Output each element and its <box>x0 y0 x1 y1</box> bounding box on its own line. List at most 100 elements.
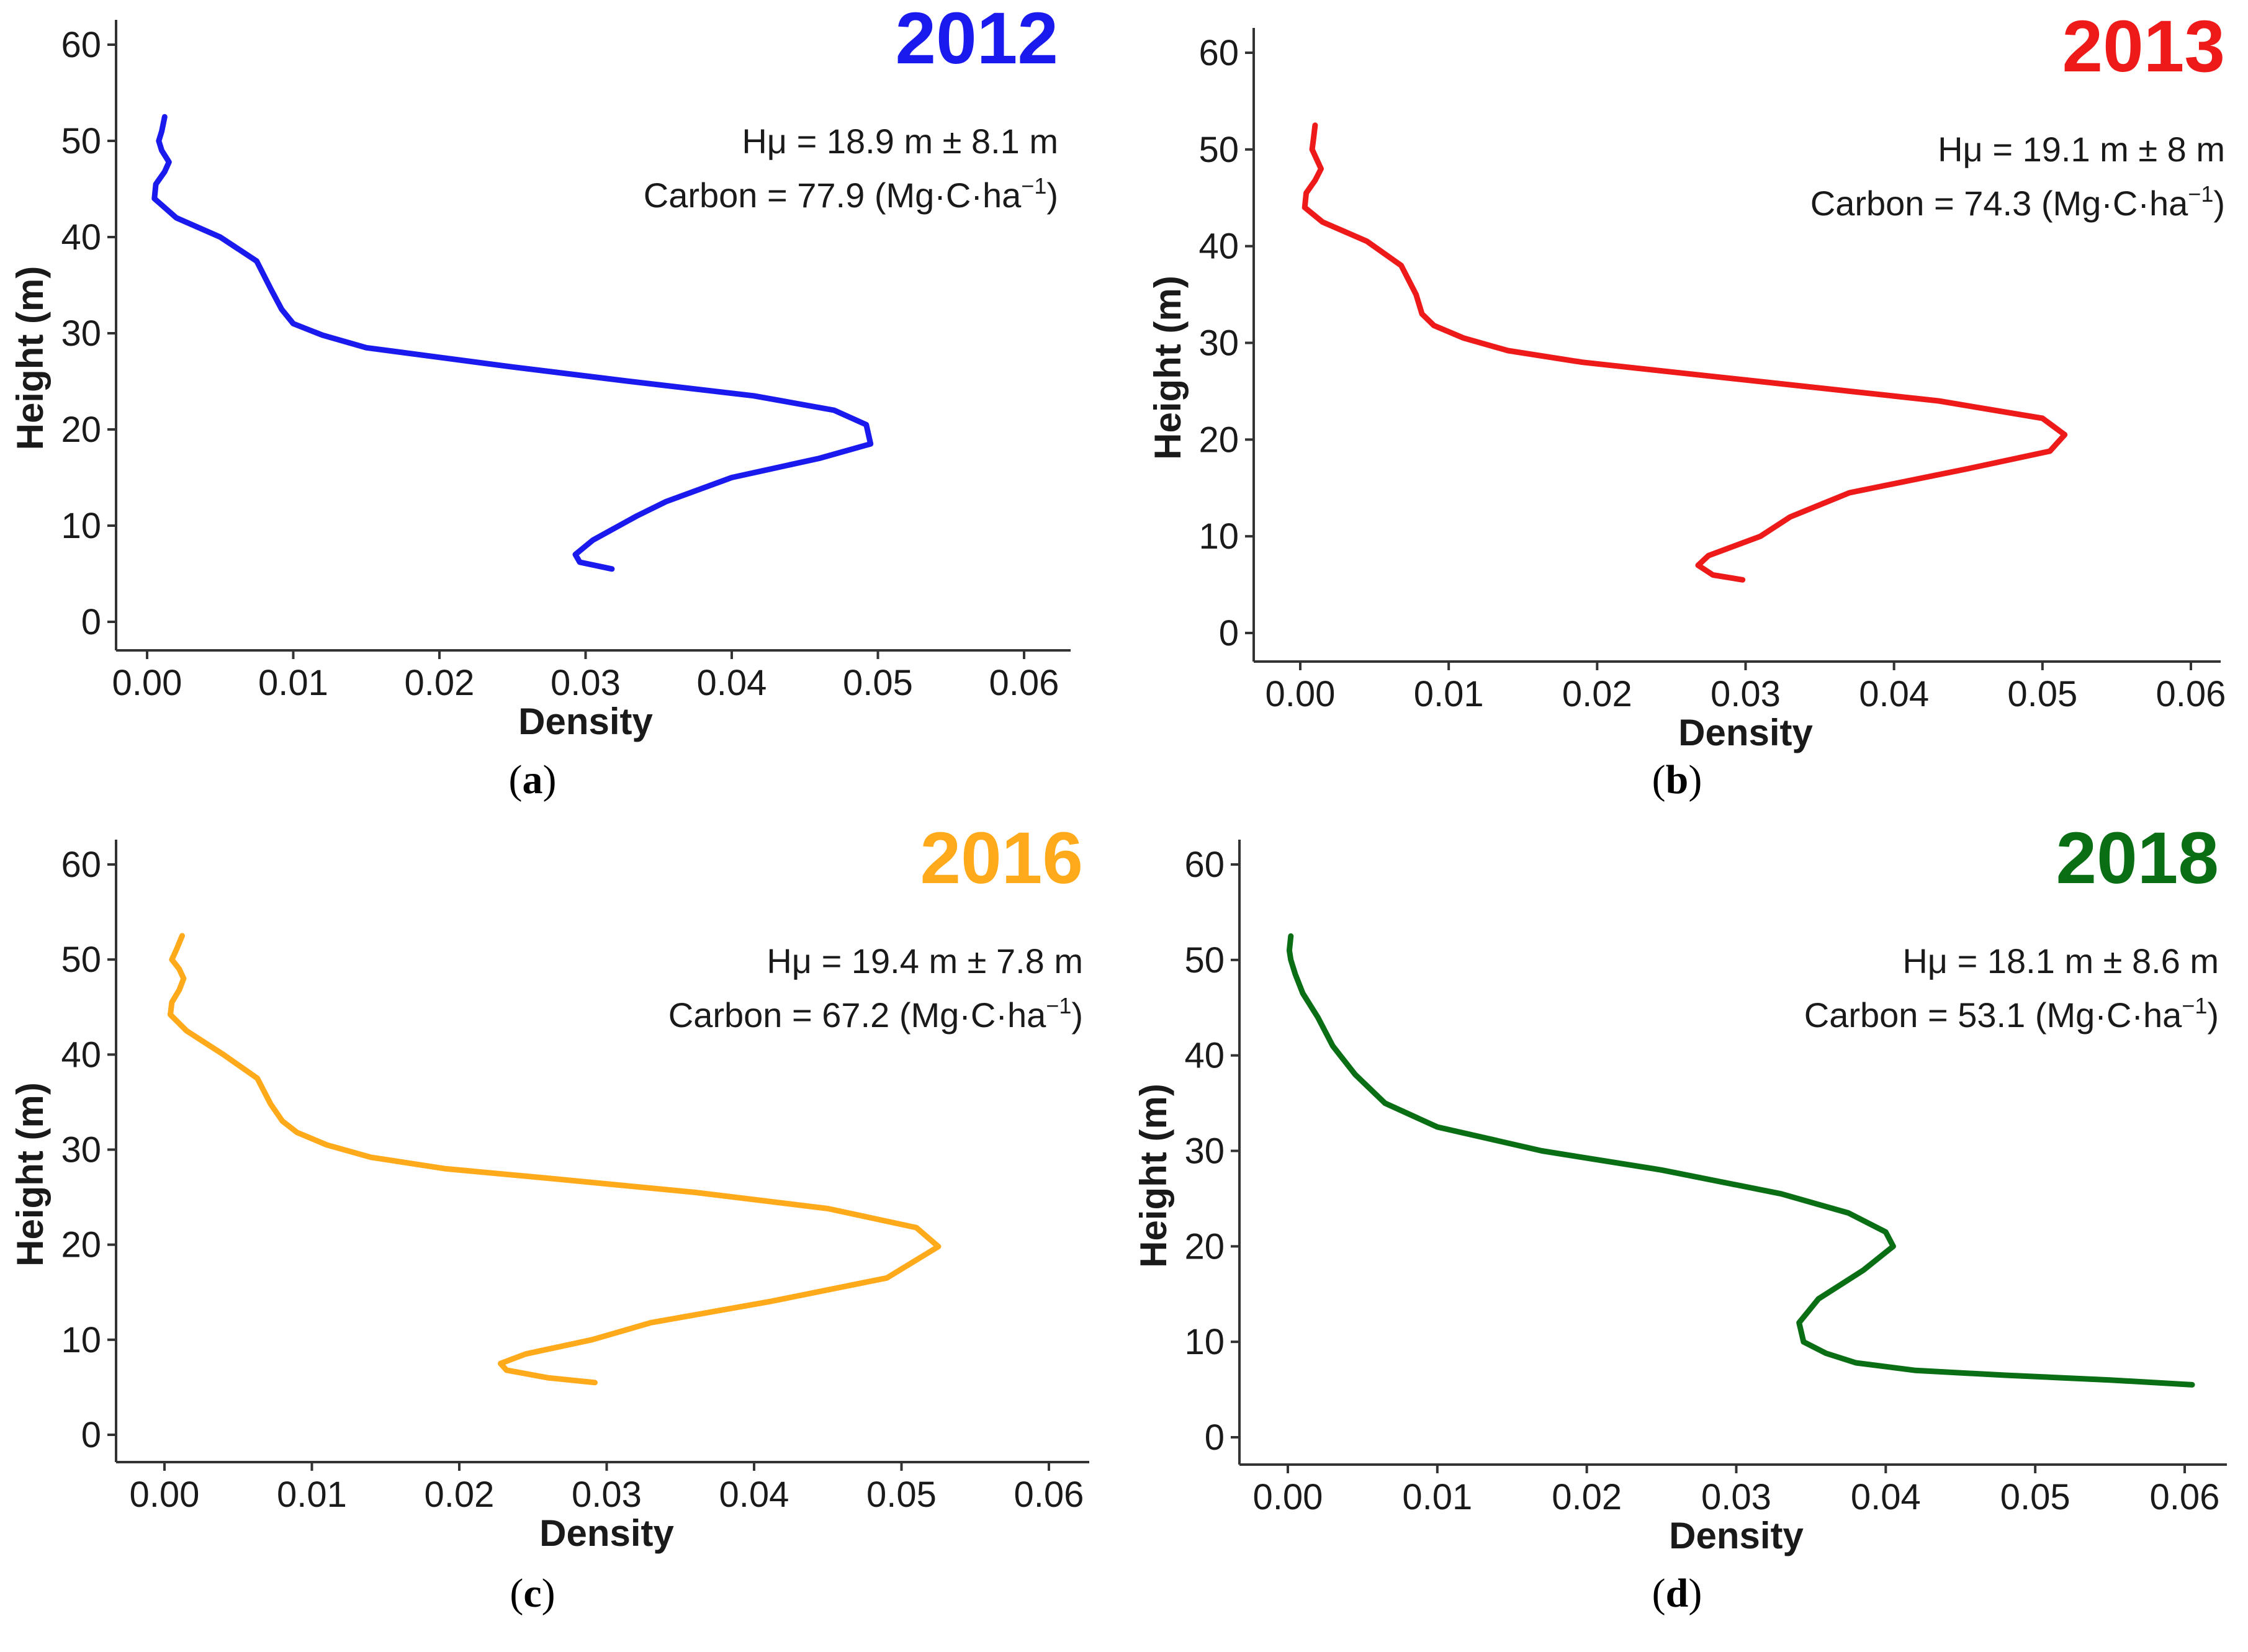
chart-a-y-tick-label: 40 <box>61 217 101 258</box>
chart-b-x-tick-label: 0.05 <box>2007 674 2077 714</box>
chart-a-y-tick-label: 10 <box>61 506 101 546</box>
chart-b-series-line <box>1302 122 2068 583</box>
chart-a-carbon-superscript: −1 <box>1021 173 1046 199</box>
chart-a-y-tick-label: 60 <box>61 25 101 65</box>
chart-a-x-axis-title: Density <box>518 701 653 742</box>
chart-c-y-tick-label: 40 <box>61 1035 101 1075</box>
chart-a-series-line <box>151 114 874 572</box>
chart-c-caption: (c) <box>510 1571 555 1616</box>
chart-b-year-title: 2013 <box>2062 6 2225 88</box>
chart-a-x-tick-label: 0.04 <box>697 663 767 703</box>
chart-b-y-tick-label: 50 <box>1198 130 1239 170</box>
chart-b-x-tick-label: 0.01 <box>1414 674 1484 714</box>
chart-a-y-tick-label: 30 <box>61 313 101 354</box>
chart-b-x-tick-label: 0.04 <box>1859 674 1929 714</box>
chart-d-caption-letter: d <box>1666 1571 1689 1616</box>
chart-d-panel: 0.00 0.01 0.02 0.03 0.04 0.05 0.06 0 10 20 30 40 50 6… <box>1133 817 2227 1616</box>
chart-b-x-tick-label: 0.03 <box>1711 674 1781 714</box>
chart-a-y-tick-label: 0 <box>81 602 101 642</box>
chart-b-y-tick-label: 0 <box>1219 613 1239 653</box>
chart-c-x-tick-label: 0.04 <box>719 1475 789 1515</box>
chart-a-caption-letter: a <box>523 757 543 802</box>
chart-b-caption-close: ) <box>1688 757 1702 802</box>
chart-a-x-tick-label: 0.06 <box>989 663 1059 703</box>
chart-c-y-tick-label: 10 <box>61 1320 101 1360</box>
chart-a-caption-open: ( <box>509 757 523 802</box>
chart-a-x-tick-label: 0.00 <box>112 663 182 703</box>
chart-d-x-tick-label: 0.03 <box>1701 1477 1771 1517</box>
chart-c-y-axis-title: Height (m) <box>9 1082 51 1267</box>
chart-d-carbon-text: Carbon = 53.1 (Mg·C·ha <box>1804 995 2182 1035</box>
chart-c-carbon-annotation: Carbon = 67.2 (Mg·C·ha−1) <box>668 993 1083 1035</box>
chart-b-caption: (b) <box>1652 757 1702 802</box>
chart-b-x-tick-label: 0.02 <box>1562 674 1632 714</box>
chart-c-y-tick-label: 20 <box>61 1225 101 1265</box>
chart-a-x-tick-label: 0.05 <box>843 663 913 703</box>
chart-b-y-tick-label: 30 <box>1198 323 1239 364</box>
chart-d-y-tick-label: 50 <box>1184 940 1225 981</box>
chart-c-carbon-text: Carbon = 67.2 (Mg·C·ha <box>668 995 1046 1035</box>
chart-a-y-tick-label: 20 <box>61 410 101 450</box>
chart-a-y-axis-title: Height (m) <box>9 266 51 451</box>
chart-b-y-tick-label: 40 <box>1198 227 1239 267</box>
chart-c-caption-letter: c <box>523 1571 541 1616</box>
chart-d-y-tick-label: 20 <box>1184 1226 1225 1267</box>
chart-c-caption-close: ) <box>542 1571 555 1616</box>
chart-c-x-axis-title: Density <box>539 1512 674 1554</box>
chart-a-panel: 0.00 0.01 0.02 0.03 0.04 0.05 0.06 0 10 20 30 40 50 6… <box>9 0 1071 802</box>
chart-b-x-tick-label: 0.06 <box>2156 674 2226 714</box>
chart-c-carbon-superscript: −1 <box>1046 993 1071 1018</box>
chart-c-x-tick-label: 0.05 <box>866 1475 937 1515</box>
chart-b-y-tick-label: 20 <box>1198 420 1239 460</box>
chart-d-x-tick-label: 0.05 <box>2000 1477 2070 1517</box>
chart-d-y-tick-label: 30 <box>1184 1131 1225 1172</box>
chart-d-caption: (d) <box>1652 1571 1702 1616</box>
chart-c-x-tick-label: 0.00 <box>130 1475 200 1515</box>
chart-a-x-tick-label: 0.03 <box>551 663 621 703</box>
chart-d-height-annotation: Hμ = 18.1 m ± 8.6 m <box>1902 941 2219 981</box>
chart-a-x-tick-label: 0.02 <box>405 663 475 703</box>
chart-b-x-axis-title: Density <box>1678 712 1813 753</box>
chart-d-y-tick-label: 40 <box>1184 1036 1225 1076</box>
chart-d-carbon-superscript: −1 <box>2182 993 2207 1018</box>
chart-c-x-tick-label: 0.02 <box>425 1475 495 1515</box>
chart-c-series-line <box>168 933 942 1386</box>
chart-a-x-tick-label: 0.01 <box>258 663 328 703</box>
chart-a-carbon-text: Carbon = 77.9 (Mg·C·ha <box>644 176 1022 215</box>
chart-c-x-tick-label: 0.01 <box>277 1475 347 1515</box>
chart-d-x-tick-label: 0.01 <box>1402 1477 1472 1517</box>
chart-d-year-title: 2018 <box>2056 817 2219 899</box>
chart-c-year-title: 2016 <box>920 817 1083 899</box>
chart-c-y-tick-label: 30 <box>61 1130 101 1170</box>
chart-d-y-tick-label: 0 <box>1205 1417 1225 1458</box>
chart-d-y-axis-title: Height (m) <box>1133 1084 1174 1268</box>
chart-b-carbon-annotation: Carbon = 74.3 (Mg·C·ha−1) <box>1810 181 2225 223</box>
chart-b-carbon-text: Carbon = 74.3 (Mg·C·ha <box>1810 184 2188 223</box>
chart-a-carbon-close: ) <box>1046 176 1058 215</box>
chart-b-carbon-close: ) <box>2213 184 2225 223</box>
chart-a-caption-close: ) <box>543 757 557 802</box>
chart-d-x-axis-title: Density <box>1669 1515 1804 1556</box>
chart-c-panel: 0.00 0.01 0.02 0.03 0.04 0.05 0.06 0 10 20 30 40 50 6… <box>9 817 1089 1616</box>
chart-c-caption-open: ( <box>510 1571 523 1616</box>
chart-d-x-tick-label: 0.04 <box>1851 1477 1921 1517</box>
chart-c-x-tick-label: 0.06 <box>1014 1475 1084 1515</box>
chart-d-caption-close: ) <box>1688 1571 1702 1616</box>
chart-c-y-tick-label: 50 <box>61 940 101 980</box>
chart-d-y-tick-label: 60 <box>1184 845 1225 885</box>
chart-c-x-tick-label: 0.03 <box>572 1475 642 1515</box>
chart-b-height-annotation: Hμ = 19.1 m ± 8 m <box>1938 130 2225 169</box>
chart-a-carbon-annotation: Carbon = 77.9 (Mg·C·ha−1) <box>644 173 1058 215</box>
chart-b-caption-open: ( <box>1652 757 1666 802</box>
chart-d-series-line <box>1286 933 2195 1388</box>
chart-c-carbon-close: ) <box>1071 995 1083 1035</box>
chart-c-y-tick-label: 0 <box>81 1415 101 1455</box>
chart-d-y-tick-label: 10 <box>1184 1322 1225 1362</box>
chart-a-y-tick-label: 50 <box>61 121 101 161</box>
chart-b-caption-letter: b <box>1666 757 1689 802</box>
chart-d-x-tick-label: 0.00 <box>1253 1477 1323 1517</box>
chart-c-y-tick-label: 60 <box>61 845 101 885</box>
chart-b-carbon-superscript: −1 <box>2188 181 2213 207</box>
chart-b-y-tick-label: 60 <box>1198 33 1239 73</box>
